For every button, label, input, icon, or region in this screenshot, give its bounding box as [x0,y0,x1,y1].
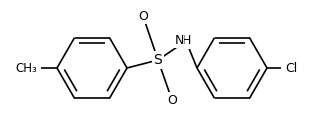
Text: Cl: Cl [285,61,297,74]
Text: H: H [181,35,191,47]
Text: O: O [138,9,148,23]
Text: O: O [167,93,177,106]
Text: S: S [154,53,162,67]
Text: CH₃: CH₃ [15,61,37,74]
Text: N: N [174,35,184,47]
